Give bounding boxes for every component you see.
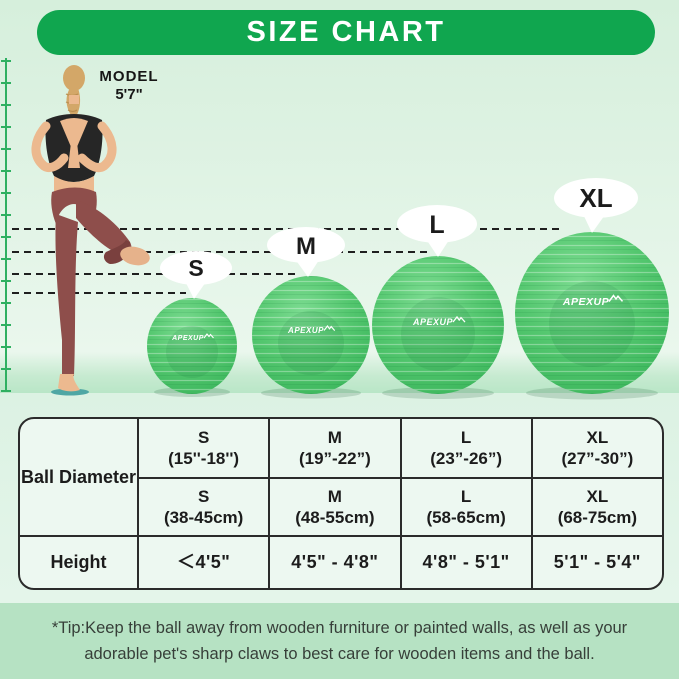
- model-label: MODEL 5'7": [93, 68, 165, 103]
- table-cell: ＜4'5": [137, 535, 269, 588]
- ball-m: APEXUP: [252, 276, 370, 394]
- table-cell: S (38-45cm): [137, 477, 269, 535]
- model-figure: [31, 65, 150, 396]
- tip-note: *Tip:Keep the ball away from wooden furn…: [0, 603, 679, 679]
- table-cell: L (23”-26”): [399, 419, 531, 477]
- mountain-icon: [203, 333, 214, 339]
- mountain-icon: [608, 294, 624, 302]
- ball-s: APEXUP: [147, 298, 237, 394]
- bubble-label-m: M: [296, 233, 316, 260]
- tip-line-1: *Tip:Keep the ball away from wooden furn…: [51, 618, 628, 637]
- size-table: Ball Diameter S (15''-18'') M (19”-22”) …: [18, 417, 664, 590]
- ball-xl: APEXUP: [515, 232, 669, 394]
- brand-logo: APEXUP: [412, 317, 454, 327]
- table-cell: L (58-65cm): [399, 477, 531, 535]
- table-cell: S (15''-18''): [137, 419, 268, 477]
- table-cell: XL (68-75cm): [530, 477, 662, 535]
- ball-l: APEXUP: [372, 256, 504, 394]
- scene-illustration: APEXUP APEXUP APEXUP: [1, 58, 669, 400]
- yoga-mat: [51, 388, 89, 396]
- height-ruler-icon: [1, 58, 11, 392]
- brand-logo: APEXUP: [562, 296, 610, 308]
- title-banner: SIZE CHART: [37, 10, 655, 55]
- bubble-label-s: S: [188, 255, 203, 281]
- table-cell: 4'8" - 5'1": [399, 535, 531, 588]
- guide-line-s: [12, 292, 186, 294]
- model-label-height: 5'7": [115, 86, 143, 103]
- mountain-icon: [323, 324, 336, 331]
- table-cell: XL (27”-30”): [530, 419, 662, 477]
- bubble-label-l: L: [429, 211, 444, 239]
- bubble-s: S: [160, 251, 232, 299]
- bubble-l: L: [397, 205, 477, 257]
- brand-logo: APEXUP: [171, 335, 204, 342]
- bubble-m: M: [267, 227, 345, 277]
- brand-logo: APEXUP: [287, 326, 324, 335]
- guide-line-m: [12, 273, 298, 275]
- guide-line-l: [12, 251, 427, 253]
- bubble-xl: XL: [554, 178, 638, 233]
- guide-line-xl: [12, 228, 563, 230]
- tip-line-2: adorable pet's sharp claws to best care …: [84, 645, 595, 663]
- mountain-icon: [452, 315, 466, 323]
- table-cell: 4'5" - 4'8": [268, 535, 400, 588]
- bubble-label-xl: XL: [579, 183, 612, 213]
- table-cell: M (19”-22”): [268, 419, 399, 477]
- table-header-height: Height: [20, 535, 137, 588]
- table-cell: 5'1" - 5'4": [530, 535, 662, 588]
- size-bubbles: S M L XL: [160, 178, 638, 299]
- model-label-title: MODEL: [99, 68, 159, 85]
- table-header-ball-diameter: Ball Diameter: [20, 466, 137, 487]
- page-title: SIZE CHART: [246, 16, 446, 48]
- table-cell: M (48-55cm): [268, 477, 400, 535]
